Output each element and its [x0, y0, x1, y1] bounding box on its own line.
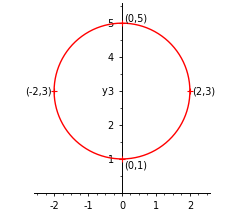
Text: (2,3): (2,3) — [193, 86, 216, 96]
Text: (0,5): (0,5) — [124, 13, 147, 23]
Text: (0,1): (0,1) — [124, 161, 147, 171]
Text: (-2,3): (-2,3) — [25, 86, 51, 96]
Text: y: y — [102, 86, 108, 96]
